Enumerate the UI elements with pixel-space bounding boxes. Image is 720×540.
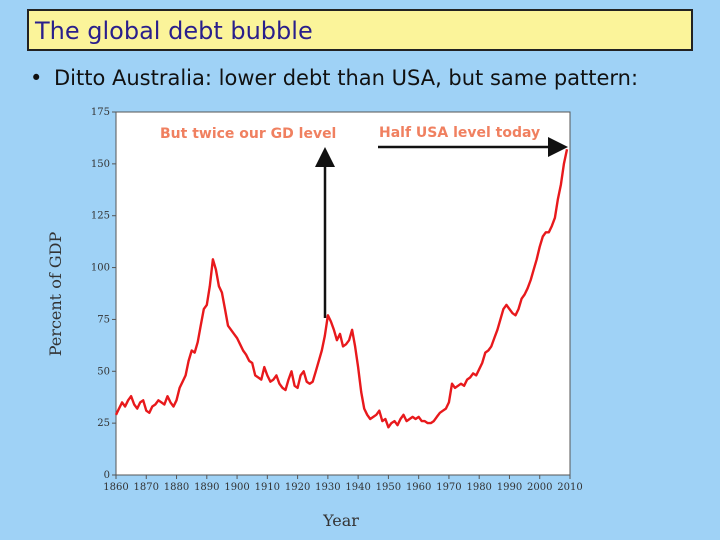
bullet-item: • Ditto Australia: lower debt than USA, b… xyxy=(30,66,638,90)
y-tick-label: 50 xyxy=(97,366,110,377)
y-tick-label: 125 xyxy=(91,211,110,222)
y-tick-label: 75 xyxy=(97,314,110,325)
x-tick-label: 1980 xyxy=(466,482,491,493)
plot-frame xyxy=(115,111,571,476)
x-tick-label: 1910 xyxy=(255,482,280,493)
annotation-half-usa-level: Half USA level today xyxy=(379,125,540,141)
x-tick-label: 1970 xyxy=(436,482,461,493)
annotation-twice-gd-level: But twice our GD level xyxy=(160,126,336,142)
x-tick-label: 1950 xyxy=(376,482,401,493)
x-tick-label: 1860 xyxy=(103,482,128,493)
x-axis-label: Year xyxy=(322,511,359,530)
x-tick-label: 1890 xyxy=(194,482,219,493)
bullet-dot-icon: • xyxy=(30,66,43,90)
y-axis-ticks: 0 25 50 75 100 125 150 175 xyxy=(91,107,116,481)
x-tick-label: 2000 xyxy=(527,482,552,493)
x-tick-label: 1900 xyxy=(224,482,249,493)
x-tick-label: 1990 xyxy=(497,482,522,493)
x-tick-label: 1880 xyxy=(164,482,189,493)
y-tick-label: 175 xyxy=(91,107,110,118)
y-tick-label: 0 xyxy=(104,470,110,481)
y-tick-label: 25 xyxy=(97,418,110,429)
bullet-text: Ditto Australia: lower debt than USA, bu… xyxy=(54,66,639,90)
y-tick-label: 100 xyxy=(91,263,110,274)
debt-series-line xyxy=(114,149,569,429)
y-tick-label: 150 xyxy=(91,159,110,170)
slide-title-box: The global debt bubble xyxy=(27,9,693,51)
x-tick-label: 1930 xyxy=(315,482,340,493)
slide-title: The global debt bubble xyxy=(35,17,313,45)
x-tick-label: 1870 xyxy=(134,482,159,493)
x-tick-label: 1940 xyxy=(345,482,370,493)
x-tick-label: 1960 xyxy=(406,482,431,493)
x-tick-label: 2010 xyxy=(557,482,582,493)
y-axis-label: Percent of GDP xyxy=(46,232,65,357)
x-axis-ticks: 1860 1870 1880 1890 1900 1910 1920 1930 1940 1950… xyxy=(103,475,583,493)
x-tick-label: 1920 xyxy=(285,482,310,493)
